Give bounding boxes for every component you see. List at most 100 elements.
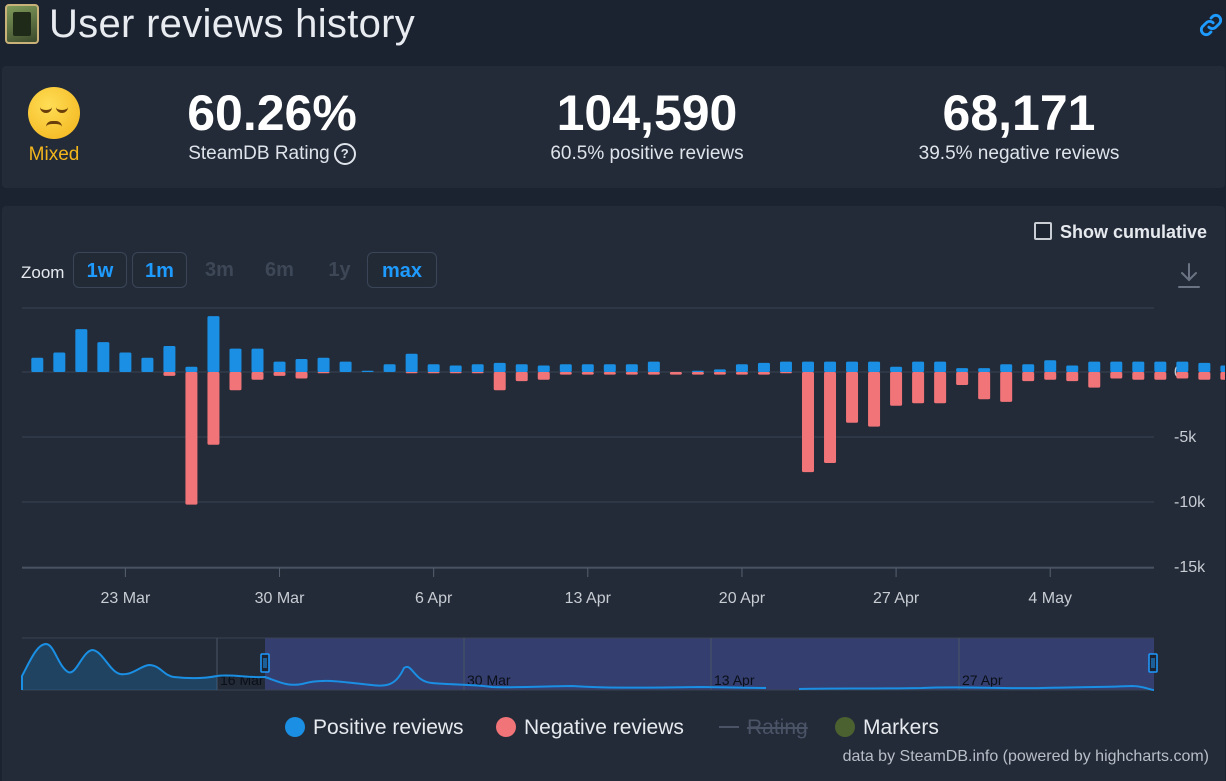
navigator-handle-body [260, 653, 270, 673]
positive-bar [97, 342, 110, 372]
negative-bar [978, 372, 991, 400]
legend-symbol [835, 717, 855, 737]
negative-bar [1044, 372, 1057, 380]
positive-bar [295, 359, 308, 372]
legend-label: Rating [747, 716, 808, 739]
negative-bar [163, 372, 176, 376]
positive-bar [978, 368, 991, 372]
negative-bar [317, 372, 330, 374]
stats-panel: Mixed 60.26% SteamDB Rating? 104,590 60.… [2, 66, 1225, 188]
chart-credit[interactable]: data by SteamDB.info (powered by highcha… [842, 748, 1209, 765]
zoom-3m-button[interactable]: 3m [205, 259, 234, 281]
help-icon[interactable]: ? [333, 143, 356, 165]
legend-symbol [285, 717, 305, 737]
positive-bar [1022, 364, 1035, 372]
negative-bar [493, 372, 506, 391]
positive-bar [691, 370, 704, 372]
positive-caption: 60.5% positive reviews [550, 143, 744, 164]
positive-bar [868, 361, 881, 372]
positive-bar [339, 361, 352, 372]
negative-bar [1154, 372, 1167, 380]
legend-markers[interactable]: Markers [835, 716, 939, 739]
negative-bar [647, 372, 660, 375]
navigator-handle-body [1148, 653, 1158, 673]
navigator-handle-icon [260, 653, 270, 673]
negative-bar [1176, 372, 1189, 379]
negative-bar [1198, 372, 1211, 380]
negative-bar [207, 372, 220, 445]
positive-bar [1220, 365, 1225, 372]
positive-bar [890, 366, 903, 372]
checkbox-box[interactable] [1033, 222, 1052, 240]
legend-rating[interactable]: Rating [719, 716, 808, 739]
legend-positive[interactable]: Positive reviews [285, 716, 464, 739]
positive-bar [163, 346, 176, 372]
positive-bar [779, 361, 792, 372]
negative-bar [449, 372, 462, 374]
zoom-6m-button[interactable]: 6m [265, 259, 294, 281]
navigator-selection [265, 638, 1154, 690]
negative-bar [185, 372, 198, 505]
positive-bar [581, 364, 594, 372]
positive-bar [846, 361, 859, 372]
x-tick-label: 30 Mar [255, 590, 305, 607]
positive-total: 104,590 [556, 85, 738, 141]
negative-bar [1066, 372, 1079, 382]
zoom-1w-button[interactable]: 1w [73, 252, 127, 288]
negative-bar [559, 372, 572, 375]
positive-bar [361, 370, 374, 372]
download-icon[interactable] [1177, 262, 1201, 290]
negative-bar [1088, 372, 1101, 388]
legend-negative[interactable]: Negative reviews [496, 716, 684, 739]
positive-bar [405, 353, 418, 372]
negative-stat: 68,171 39.5% negative reviews [892, 84, 1146, 166]
positive-bar [1176, 361, 1189, 372]
positive-bar [1132, 361, 1145, 372]
negative-bar [1132, 372, 1145, 380]
negative-bar [405, 372, 418, 374]
negative-bar [1022, 372, 1035, 382]
positive-bar [427, 364, 440, 372]
negative-bar [1110, 372, 1123, 379]
negative-bar [824, 372, 837, 463]
zoom-1m-button[interactable]: 1m [132, 252, 187, 288]
negative-bar [757, 372, 770, 375]
positive-bar [1198, 362, 1211, 372]
positive-bar [934, 361, 947, 372]
positive-bar [559, 364, 572, 372]
navigator-label: 13 Apr [714, 672, 755, 688]
link-icon[interactable] [1198, 12, 1224, 38]
negative-bar [1000, 372, 1013, 402]
x-tick-label: 27 Apr [873, 590, 920, 607]
x-tick-label: 4 May [1028, 590, 1072, 607]
app-icon[interactable] [5, 4, 39, 44]
positive-bar [1154, 361, 1167, 372]
y-tick-label: -15k [1174, 559, 1206, 576]
legend-label: Negative reviews [524, 716, 684, 739]
positive-stat: 104,590 60.5% positive reviews [522, 84, 772, 166]
navigator-handle-icon [1148, 653, 1158, 673]
negative-bar [890, 372, 903, 406]
positive-bar [449, 365, 462, 372]
negative-caption: 39.5% negative reviews [918, 143, 1120, 164]
negative-bar [603, 372, 616, 375]
page-title: User reviews history [49, 2, 416, 46]
zoom-max-button[interactable]: max [367, 252, 437, 288]
show-cumulative-checkbox[interactable]: Show cumulative [1033, 222, 1207, 243]
positive-bar [273, 361, 286, 372]
positive-bar [119, 352, 132, 372]
zoom-1y-button[interactable]: 1y [328, 259, 351, 281]
positive-bar [207, 316, 220, 372]
positive-bar [956, 368, 969, 372]
negative-total: 68,171 [942, 85, 1096, 141]
positive-bar [1110, 361, 1123, 372]
positive-bar [31, 357, 44, 372]
navigator-label: 30 Mar [467, 672, 511, 688]
negative-bar [273, 372, 286, 376]
rating-caption: SteamDB Rating [188, 143, 330, 164]
negative-bar [713, 372, 726, 375]
negative-bar [1220, 372, 1225, 380]
header: User reviews history [0, 0, 1226, 56]
x-tick-label: 20 Apr [719, 590, 766, 607]
